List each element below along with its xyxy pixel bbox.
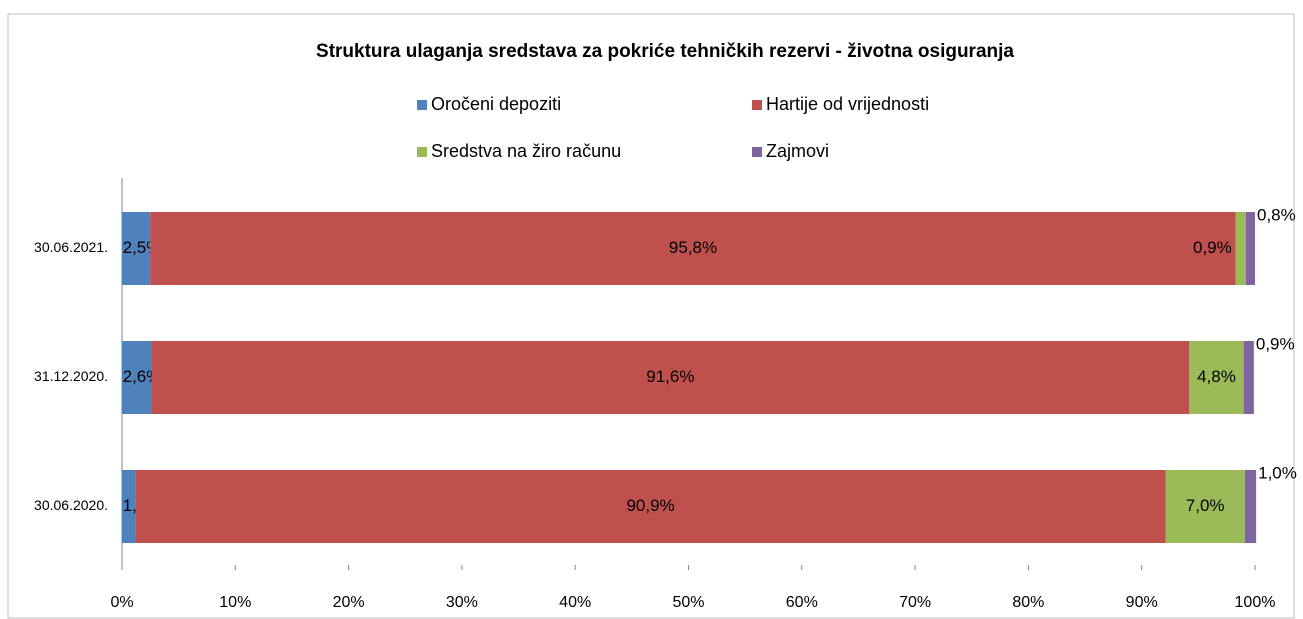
bar-segment — [151, 341, 1190, 414]
bar-segment — [122, 341, 152, 414]
bar-segment — [1244, 470, 1257, 543]
data-label: 1,0% — [1258, 463, 1297, 482]
data-label: 4,8% — [1197, 367, 1236, 386]
bar-segment — [122, 470, 136, 543]
bar-segment — [1189, 341, 1244, 414]
legend-swatch — [417, 100, 427, 110]
x-tick-label: 90% — [1126, 594, 1158, 611]
data-label: 0,9% — [1256, 334, 1295, 353]
x-tick-label: 100% — [1235, 594, 1276, 611]
bar-segment — [1245, 212, 1255, 285]
y-tick-label: 30.06.2020. — [34, 497, 108, 513]
bar-segment — [1235, 212, 1246, 285]
x-tick-label: 70% — [899, 594, 931, 611]
legend-label: Zajmovi — [766, 141, 829, 161]
x-tick-label: 60% — [786, 594, 818, 611]
x-tick-label: 0% — [110, 594, 133, 611]
data-label: 95,8% — [669, 238, 717, 257]
chart-title: Struktura ulaganja sredstava za pokriće … — [316, 41, 1014, 62]
data-label: 0,8% — [1257, 205, 1296, 224]
legend-swatch — [752, 100, 762, 110]
data-label: 91,6% — [646, 367, 694, 386]
legend-label: Oročeni depoziti — [431, 94, 561, 114]
x-tick-label: 10% — [219, 594, 251, 611]
y-tick-label: 31.12.2020. — [34, 368, 108, 384]
bar-segment — [135, 470, 1166, 543]
data-label: 7,0% — [1186, 496, 1225, 515]
data-label: 90,9% — [626, 496, 674, 515]
x-tick-label: 80% — [1012, 594, 1044, 611]
bar-segment — [122, 212, 151, 285]
y-tick-label: 30.06.2021. — [34, 239, 108, 255]
bar-segment — [150, 212, 1236, 285]
data-label: 0,9% — [1193, 238, 1232, 257]
legend-label: Hartije od vrijednosti — [766, 94, 929, 114]
legend-label: Sredstva na žiro računu — [431, 141, 621, 161]
bar-segment — [1243, 341, 1254, 414]
x-tick-label: 40% — [559, 594, 591, 611]
legend-swatch — [752, 147, 762, 157]
legend-swatch — [417, 147, 427, 157]
x-tick-label: 50% — [672, 594, 704, 611]
x-tick-label: 20% — [333, 594, 365, 611]
bar-segment — [1165, 470, 1245, 543]
x-tick-label: 30% — [446, 594, 478, 611]
